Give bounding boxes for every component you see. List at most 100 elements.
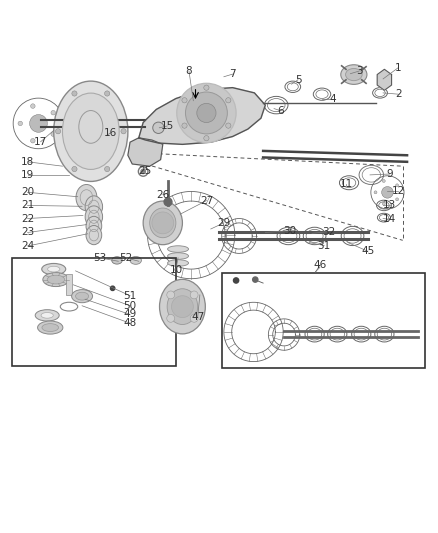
Text: 8: 8 [185, 66, 192, 76]
Circle shape [166, 291, 174, 299]
Text: 7: 7 [229, 69, 235, 79]
Ellipse shape [167, 246, 188, 252]
Polygon shape [127, 138, 162, 166]
Text: 47: 47 [191, 312, 204, 322]
Ellipse shape [86, 225, 102, 245]
Ellipse shape [43, 272, 69, 287]
Bar [12, 258, 176, 366]
Text: 24: 24 [21, 241, 34, 251]
Ellipse shape [167, 260, 188, 266]
Ellipse shape [53, 81, 127, 181]
Text: 1: 1 [394, 62, 401, 72]
Circle shape [152, 122, 164, 133]
Ellipse shape [38, 321, 63, 334]
Circle shape [104, 91, 110, 96]
Text: 52: 52 [119, 253, 132, 263]
Ellipse shape [130, 256, 141, 264]
Ellipse shape [167, 253, 188, 259]
Bar [66, 274, 72, 295]
Circle shape [252, 277, 257, 282]
Text: 5: 5 [294, 75, 300, 85]
Circle shape [72, 166, 77, 172]
Circle shape [225, 98, 230, 103]
Text: 27: 27 [199, 196, 212, 206]
Ellipse shape [41, 312, 53, 318]
Text: 22: 22 [21, 214, 34, 223]
Circle shape [395, 184, 398, 187]
Circle shape [31, 139, 35, 143]
Ellipse shape [42, 324, 58, 332]
Text: 25: 25 [138, 166, 152, 176]
Circle shape [55, 128, 60, 134]
Text: 50: 50 [123, 301, 136, 311]
Ellipse shape [85, 206, 102, 228]
Circle shape [181, 123, 187, 128]
Text: 3: 3 [355, 66, 362, 76]
Text: 2: 2 [394, 89, 401, 99]
Text: 21: 21 [21, 200, 34, 211]
Circle shape [395, 198, 398, 201]
Ellipse shape [143, 201, 182, 245]
Bar [221, 272, 424, 368]
Text: 18: 18 [21, 157, 34, 167]
Text: 48: 48 [123, 318, 136, 328]
Circle shape [51, 132, 55, 136]
Ellipse shape [86, 216, 102, 236]
Text: 15: 15 [160, 121, 173, 131]
Circle shape [104, 166, 110, 172]
Ellipse shape [167, 289, 197, 325]
Circle shape [171, 296, 193, 318]
Circle shape [225, 123, 230, 128]
Ellipse shape [47, 275, 64, 284]
Circle shape [190, 291, 198, 299]
Circle shape [177, 83, 236, 143]
Text: 45: 45 [360, 246, 374, 256]
Ellipse shape [112, 257, 122, 264]
Circle shape [110, 286, 115, 290]
Ellipse shape [159, 279, 205, 334]
Text: 23: 23 [21, 228, 34, 238]
Circle shape [181, 98, 187, 103]
Text: 29: 29 [217, 218, 230, 228]
Text: 10: 10 [169, 264, 182, 274]
Text: 19: 19 [21, 170, 34, 180]
Circle shape [190, 314, 198, 322]
Circle shape [51, 110, 55, 115]
Text: 16: 16 [103, 128, 117, 138]
Text: 17: 17 [34, 137, 47, 147]
Ellipse shape [42, 263, 66, 275]
Circle shape [166, 314, 174, 322]
Ellipse shape [62, 93, 119, 169]
Text: 32: 32 [321, 227, 335, 237]
Ellipse shape [85, 196, 102, 217]
Text: 12: 12 [391, 187, 404, 197]
Circle shape [152, 212, 173, 234]
Text: 53: 53 [93, 253, 106, 263]
Circle shape [381, 202, 385, 205]
Ellipse shape [35, 310, 59, 321]
Circle shape [381, 187, 392, 198]
Ellipse shape [149, 208, 176, 238]
Circle shape [203, 135, 208, 141]
Text: 20: 20 [21, 187, 34, 197]
Text: 4: 4 [329, 94, 336, 104]
Circle shape [31, 104, 35, 108]
Circle shape [29, 115, 47, 132]
Circle shape [203, 85, 208, 90]
Text: 51: 51 [123, 290, 136, 301]
Circle shape [120, 128, 126, 134]
Text: 49: 49 [123, 310, 136, 319]
Ellipse shape [75, 292, 88, 300]
Polygon shape [138, 87, 265, 144]
Circle shape [164, 198, 172, 206]
Circle shape [196, 103, 215, 123]
Polygon shape [376, 69, 391, 90]
Text: 30: 30 [282, 226, 295, 236]
Ellipse shape [340, 64, 366, 84]
Circle shape [141, 169, 145, 174]
Text: 31: 31 [317, 240, 330, 251]
Text: 46: 46 [312, 260, 326, 270]
Ellipse shape [47, 266, 60, 272]
Circle shape [233, 278, 238, 283]
Circle shape [373, 191, 376, 194]
